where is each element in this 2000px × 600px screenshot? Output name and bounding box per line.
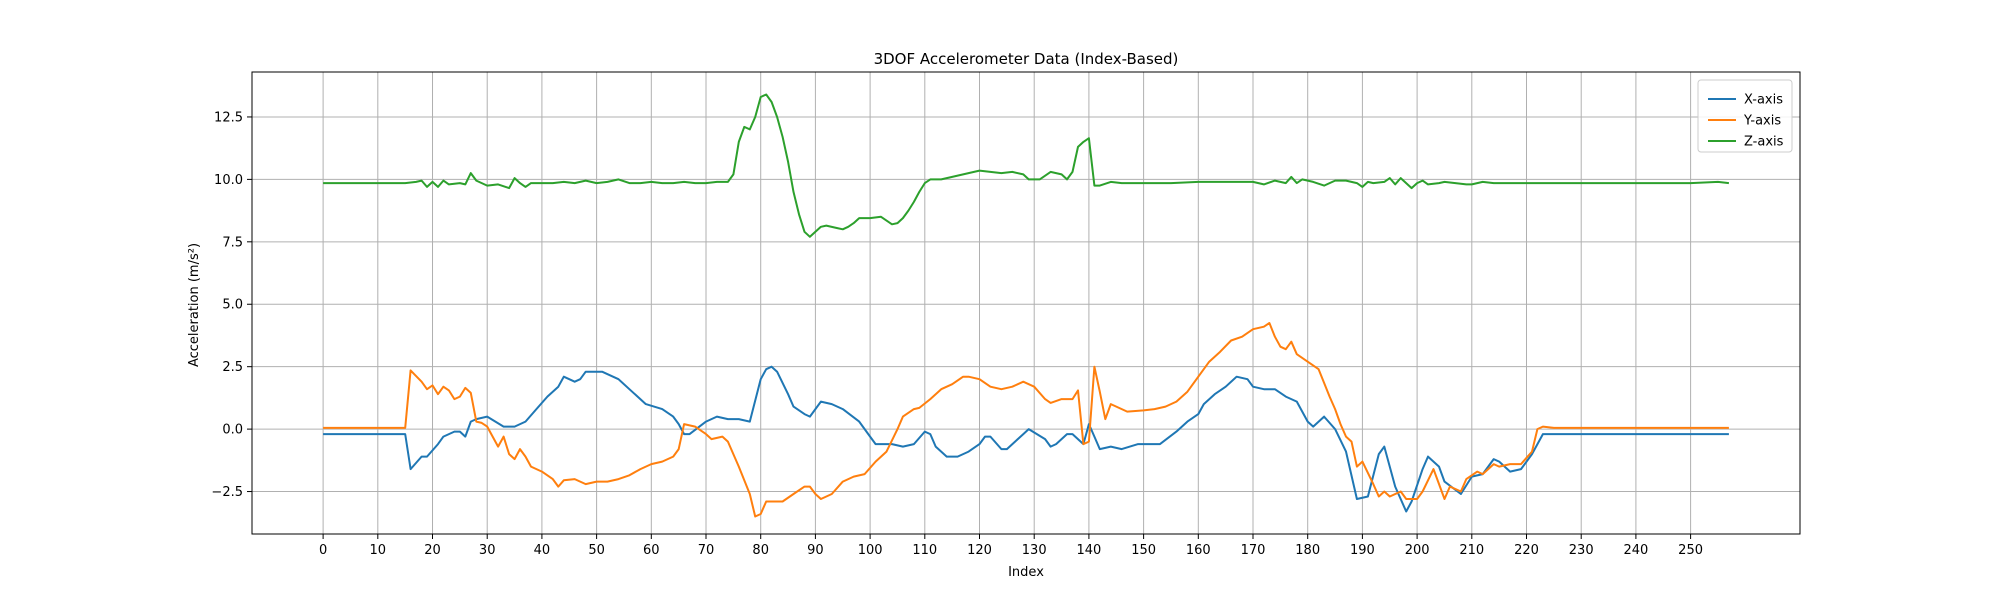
series-line-y-axis bbox=[323, 322, 1729, 518]
series-line-z-axis bbox=[323, 93, 1730, 238]
series-lines bbox=[323, 93, 1730, 518]
y-tick-label: 2.5 bbox=[222, 360, 243, 375]
chart-title: 3DOF Accelerometer Data (Index-Based) bbox=[874, 50, 1179, 68]
x-tick-label: 90 bbox=[807, 543, 824, 558]
x-tick-label: 200 bbox=[1405, 543, 1430, 558]
x-tick-label: 240 bbox=[1623, 543, 1648, 558]
y-tick-label: 7.5 bbox=[222, 235, 243, 250]
series-line-x-axis bbox=[323, 365, 1729, 513]
grid bbox=[252, 72, 1800, 534]
ticks: 0 10 20 30 40 50 60 70 80 90 100 110 120 130 140 150 160… bbox=[211, 110, 1703, 558]
x-tick-label: 190 bbox=[1350, 543, 1375, 558]
x-tick-label: 130 bbox=[1022, 543, 1047, 558]
x-tick-label: 220 bbox=[1514, 543, 1539, 558]
x-tick-label: 10 bbox=[370, 543, 387, 558]
x-tick-label: 170 bbox=[1241, 543, 1266, 558]
x-tick-label: 230 bbox=[1569, 543, 1594, 558]
x-tick-label: 20 bbox=[424, 543, 441, 558]
y-tick-label: 0.0 bbox=[222, 423, 243, 438]
x-tick-label: 150 bbox=[1131, 543, 1156, 558]
x-tick-label: 250 bbox=[1678, 543, 1703, 558]
y-tick-label: 12.5 bbox=[214, 110, 243, 125]
x-tick-label: 50 bbox=[588, 543, 605, 558]
x-axis-label: Index bbox=[1008, 565, 1044, 580]
x-tick-label: 100 bbox=[858, 543, 883, 558]
legend-entry-label: X-axis bbox=[1744, 93, 1783, 108]
y-tick-label: 5.0 bbox=[222, 298, 243, 313]
plot-frame bbox=[251, 71, 1801, 535]
legend-entry-label: Y-axis bbox=[1743, 114, 1781, 129]
legend-entry-label: Z-axis bbox=[1744, 135, 1784, 150]
legend: X-axis Y-axis Z-axis bbox=[1697, 79, 1793, 153]
x-tick-label: 80 bbox=[752, 543, 769, 558]
y-tick-label: −2.5 bbox=[211, 485, 243, 500]
x-tick-label: 140 bbox=[1076, 543, 1101, 558]
x-tick-label: 40 bbox=[534, 543, 551, 558]
y-axis-label: Acceleration (m/s²) bbox=[187, 243, 202, 367]
y-tick-label: 10.0 bbox=[214, 173, 243, 188]
x-tick-label: 70 bbox=[698, 543, 715, 558]
x-tick-label: 160 bbox=[1186, 543, 1211, 558]
x-tick-label: 120 bbox=[967, 543, 992, 558]
x-tick-label: 180 bbox=[1295, 543, 1320, 558]
x-tick-label: 60 bbox=[643, 543, 660, 558]
x-tick-label: 110 bbox=[912, 543, 937, 558]
x-tick-label: 30 bbox=[479, 543, 496, 558]
x-tick-label: 0 bbox=[319, 543, 327, 558]
x-tick-label: 210 bbox=[1459, 543, 1484, 558]
